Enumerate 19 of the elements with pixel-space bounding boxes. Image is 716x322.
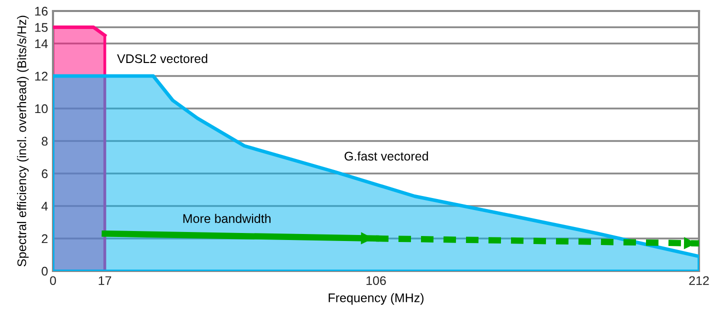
x-tick-label: 0 <box>50 276 56 286</box>
y-tick-label: 14 <box>35 39 48 48</box>
series-label: G.fast vectored <box>344 151 428 161</box>
y-tick-label: 10 <box>35 104 48 114</box>
x-tick-label: 106 <box>366 276 386 286</box>
y-tick-label: 12 <box>35 72 48 81</box>
annotation: More bandwidth <box>183 214 271 224</box>
x-tick-label: 17 <box>98 276 112 285</box>
x-tick-label: 212 <box>689 276 709 285</box>
y-tick-label: 4 <box>41 202 48 211</box>
y-tick-label: 15 <box>35 23 48 32</box>
y-tick-label: 6 <box>42 169 48 178</box>
y-axis-title: Spectral efficiency (incl. overhead) (Bits/s/Hz) <box>17 16 29 266</box>
y-tick-label: 2 <box>42 234 48 244</box>
x-axis-title: Frequency (MHz) <box>328 293 424 305</box>
series-label: VDSL2 vectored <box>117 54 208 64</box>
y-tick-label: 8 <box>42 136 48 146</box>
y-tick-label: 16 <box>35 6 48 16</box>
y-tick-label: 0 <box>42 266 48 276</box>
